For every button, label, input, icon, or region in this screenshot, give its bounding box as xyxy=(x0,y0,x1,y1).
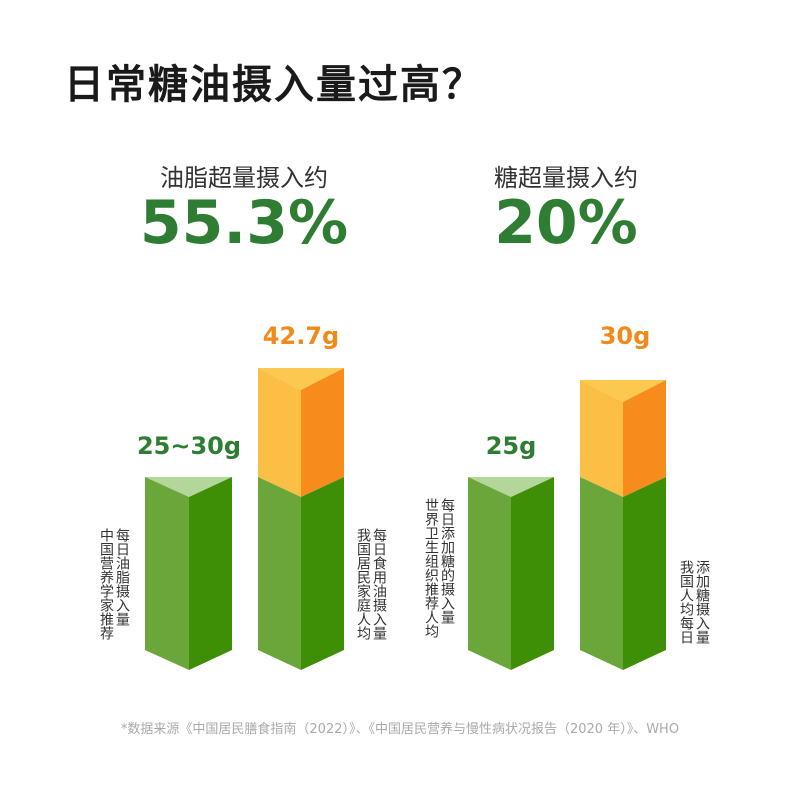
caption-column: 每日食用油摄入量 xyxy=(371,528,387,640)
caption-column: 添加糖摄入量 xyxy=(694,560,710,644)
panel-percent: 20% xyxy=(494,188,638,258)
prism-side xyxy=(511,477,554,670)
caption-column: 中国营养学家推荐 xyxy=(98,528,114,640)
panel-heading: 油脂超量摄入约 xyxy=(160,164,328,192)
prism-front xyxy=(580,477,623,670)
prism-front xyxy=(468,477,511,670)
prism-side-accent xyxy=(623,380,666,497)
bar-caption: 中国营养学家推荐 每日油脂摄入量 xyxy=(98,528,130,640)
prism-top xyxy=(580,380,666,402)
caption-column: 每日油脂摄入量 xyxy=(114,528,130,626)
bar-caption: 世界卫生组织推荐人均 每日添加糖的摄入量 xyxy=(423,498,455,638)
bar-label: 42.7g xyxy=(262,322,340,350)
bar-caption: 我国人均每日 添加糖摄入量 xyxy=(678,560,710,644)
caption-column: 世界卫生组织推荐人均 xyxy=(423,498,439,638)
caption-column: 我国人均每日 xyxy=(678,560,694,644)
prism-side xyxy=(189,477,232,670)
prism-front-accent xyxy=(258,368,301,497)
bar-label: 25~30g xyxy=(136,432,242,460)
title: 日常糖油摄入量过高？ xyxy=(64,62,484,108)
prism-top xyxy=(258,368,344,390)
prism-side xyxy=(623,477,666,670)
caption-column: 我国居民家庭人均 xyxy=(355,528,371,640)
panel-percent: 55.3% xyxy=(139,188,349,258)
prism-side-accent xyxy=(301,368,344,497)
caption-column: 每日添加糖的摄入量 xyxy=(439,498,455,624)
prism-front xyxy=(145,477,189,670)
prism-top xyxy=(468,477,554,497)
bar-label: 30g xyxy=(599,322,651,350)
bar-label: 25g xyxy=(485,432,537,460)
prism-top xyxy=(145,477,232,497)
prism-side xyxy=(301,477,344,670)
prism-front-accent xyxy=(580,380,623,497)
source-note: *数据来源《中国居民膳食指南（2022）》、《中国居民营养与慢性病状况报告（20… xyxy=(120,722,680,737)
bar-caption: 我国居民家庭人均 每日食用油摄入量 xyxy=(355,528,387,640)
panel-heading: 糖超量摄入约 xyxy=(494,164,638,192)
prism-front xyxy=(258,477,301,670)
